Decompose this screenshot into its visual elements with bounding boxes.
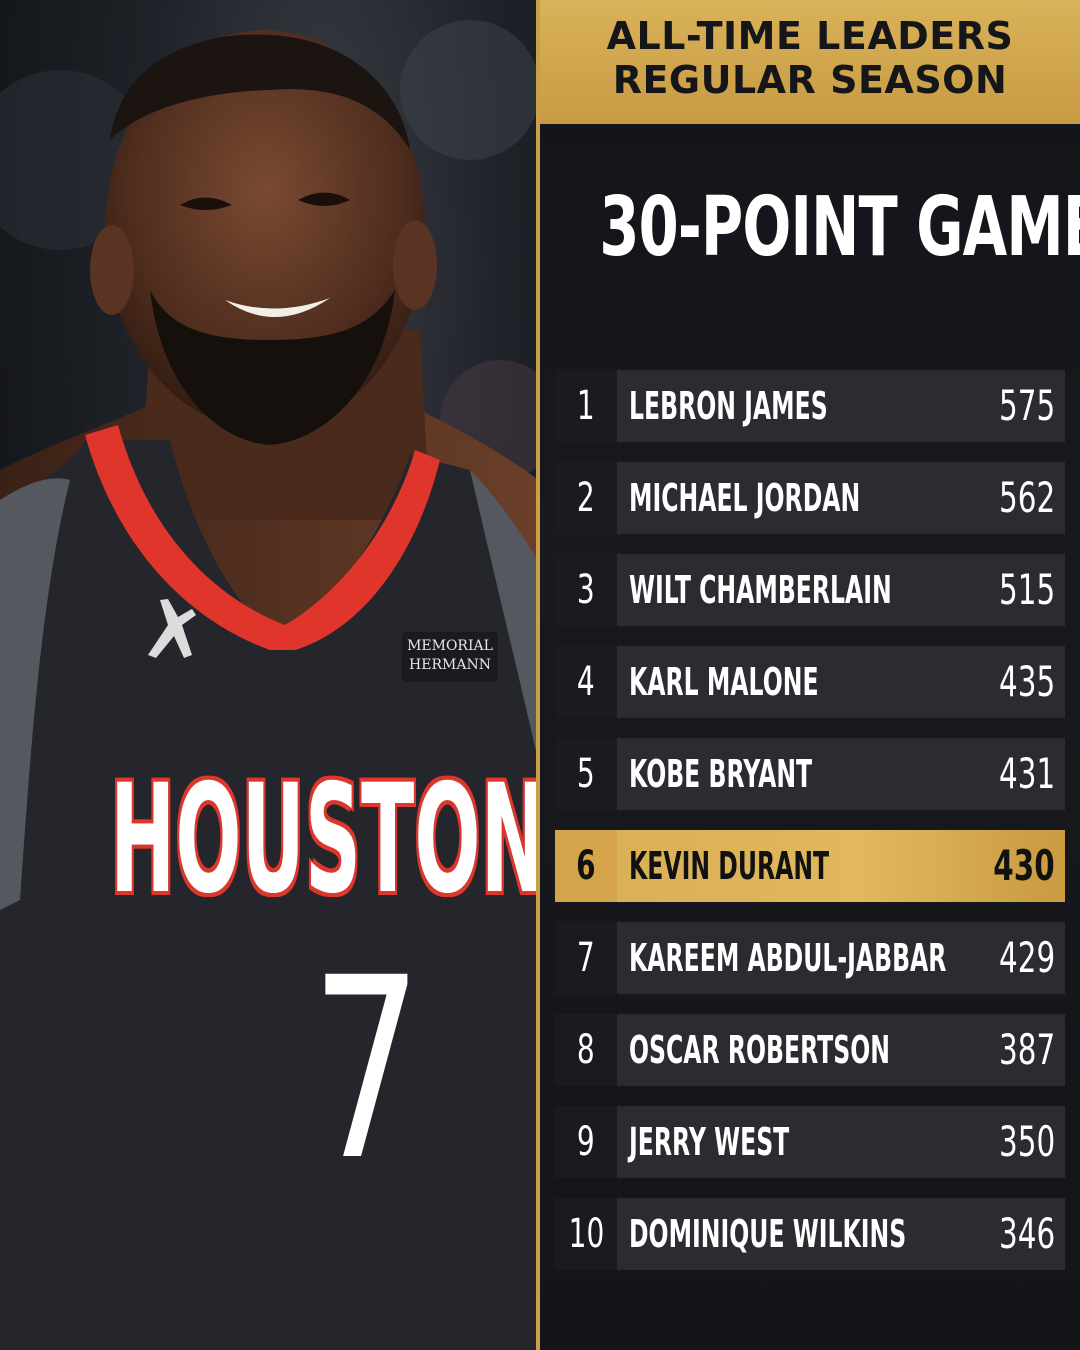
gold-divider	[536, 0, 540, 1350]
leader-rank: 1	[555, 370, 617, 442]
leader-name: OSCAR ROBERTSON	[629, 1028, 890, 1072]
leader-name: WILT CHAMBERLAIN	[629, 568, 892, 612]
leader-name: KARL MALONE	[629, 660, 819, 704]
leader-value: 429	[998, 933, 1055, 982]
leader-rank: 6	[555, 830, 617, 902]
player-illustration	[0, 20, 538, 1350]
leader-row: 3 WILT CHAMBERLAIN 515	[555, 554, 1065, 626]
leader-value: 430	[993, 841, 1055, 890]
leader-row-highlighted: 6 KEVIN DURANT 430	[555, 830, 1065, 902]
jersey-team-wordmark: HOUSTON	[110, 753, 538, 927]
leader-rank: 10	[555, 1198, 617, 1270]
leader-name: DOMINIQUE WILKINS	[629, 1212, 907, 1256]
leader-rank: 7	[555, 922, 617, 994]
leader-name: KOBE BRYANT	[629, 752, 813, 796]
header-banner	[540, 0, 1080, 124]
leader-rank: 4	[555, 646, 617, 718]
header-text: ALL-TIME LEADERS REGULAR SEASON	[540, 14, 1080, 102]
sponsor-line-1: MEMORIAL	[407, 638, 493, 654]
leader-value: 431	[998, 749, 1055, 798]
leaders-list: 1 LEBRON JAMES 575 2 MICHAEL JORDAN 5 6 2 …	[555, 370, 1065, 1290]
leader-name: LEBRON JAMES	[629, 384, 828, 428]
leader-row: 7 KAREEM ABDUL-JABBAR 429	[555, 922, 1065, 994]
leader-row: 5 KOBE BRYANT 431	[555, 738, 1065, 810]
leader-value: 562	[998, 473, 1055, 522]
leader-value: 350	[998, 1117, 1055, 1166]
sponsor-line-2: HERMANN	[409, 657, 491, 673]
leader-rank: 5	[555, 738, 617, 810]
leader-name: KAREEM ABDUL-JABBAR	[629, 936, 947, 980]
leader-value: 515	[998, 565, 1055, 614]
leader-row: 8 OSCAR ROBERTSON 387	[555, 1014, 1065, 1086]
leader-row: 4 KARL MALONE 435	[555, 646, 1065, 718]
player-photo: MEMORIAL HERMANN HOUSTON 7	[0, 0, 538, 1350]
leader-name: JERRY WEST	[629, 1120, 790, 1164]
leader-value: 435	[998, 657, 1055, 706]
leader-rank: 3	[555, 554, 617, 626]
jersey-number: 7	[311, 924, 423, 1215]
header-line-1: ALL-TIME LEADERS	[606, 14, 1014, 58]
leader-value: 387	[998, 1025, 1055, 1074]
leader-row: 9 JERRY WEST 350	[555, 1106, 1065, 1178]
leader-value: 575	[998, 381, 1055, 430]
leader-row: 1 LEBRON JAMES 575	[555, 370, 1065, 442]
leader-row: 10 DOMINIQUE WILKINS 346	[555, 1198, 1065, 1270]
leader-name: KEVIN DURANT	[629, 844, 830, 888]
leader-value: 346	[998, 1209, 1055, 1258]
leader-rank: 2	[555, 462, 617, 534]
stat-title: 30-POINT GAMES	[599, 180, 1080, 275]
sponsor-patch: MEMORIAL HERMANN	[402, 632, 498, 682]
header-line-2: REGULAR SEASON	[612, 58, 1008, 102]
leader-rank: 8	[555, 1014, 617, 1086]
leader-row: 2 MICHAEL JORDAN 562	[555, 462, 1065, 534]
leader-rank: 9	[555, 1106, 617, 1178]
leader-name: MICHAEL JORDAN	[629, 476, 861, 520]
